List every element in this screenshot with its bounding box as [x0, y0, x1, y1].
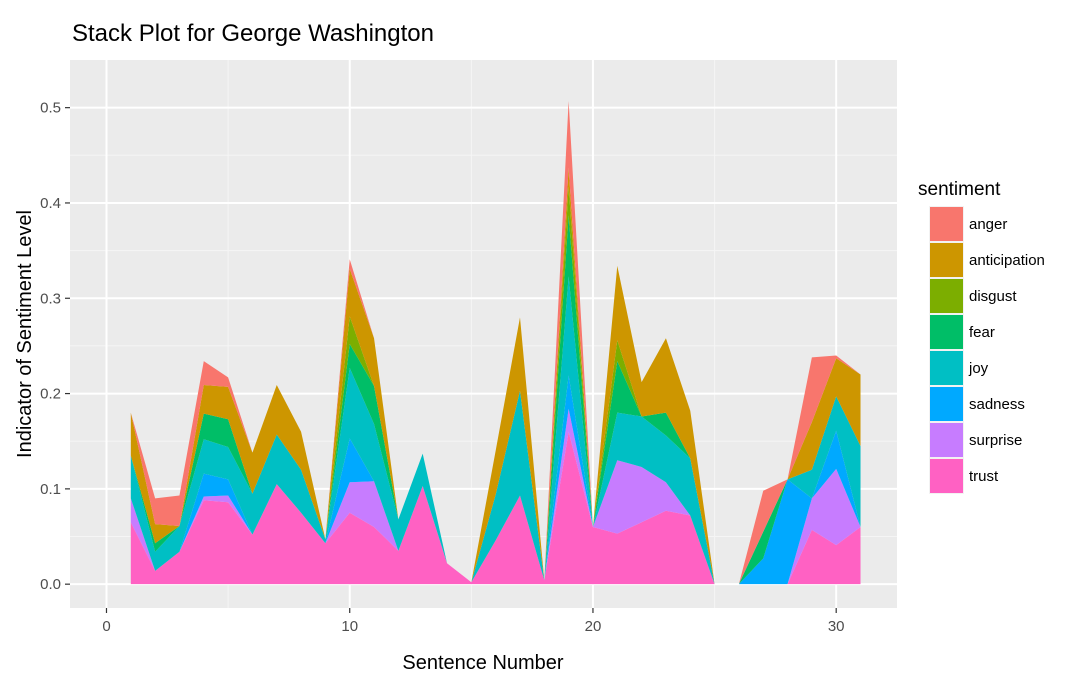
legend: sentiment anger anticipation disgust fear jo…	[918, 179, 1045, 494]
y-axis-title: Indicator of Sentiment Level	[14, 210, 36, 458]
x-tick-label: 0	[102, 618, 110, 635]
legend-label-disgust: disgust	[969, 288, 1017, 305]
y-tick-label: 0.0	[40, 576, 61, 593]
legend-swatch-sadness	[930, 387, 963, 421]
legend-label-anger: anger	[969, 216, 1007, 233]
chart-title: Stack Plot for George Washington	[72, 20, 434, 47]
legend-swatch-surprise	[930, 423, 963, 457]
x-tick-label: 10	[341, 618, 358, 635]
legend-swatch-trust	[930, 459, 963, 493]
legend-label-anticipation: anticipation	[969, 252, 1045, 269]
area-joy	[130, 276, 861, 585]
x-axis-title: Sentence Number	[402, 652, 564, 674]
legend-swatch-anger	[930, 207, 963, 241]
legend-label-trust: trust	[969, 468, 999, 485]
y-tick-label: 0.3	[40, 290, 61, 307]
legend-label-joy: joy	[968, 360, 989, 377]
x-tick-label: 20	[585, 618, 602, 635]
x-tick-label: 30	[828, 618, 845, 635]
y-tick-label: 0.4	[40, 195, 61, 212]
legend-swatch-joy	[930, 351, 963, 385]
stacked-areas	[130, 100, 861, 585]
legend-swatch-fear	[930, 315, 963, 349]
y-axis-ticks: 0.0 0.1 0.2 0.3 0.4 0.5	[40, 100, 70, 593]
y-tick-label: 0.2	[40, 386, 61, 403]
legend-label-fear: fear	[969, 324, 995, 341]
y-tick-label: 0.1	[40, 481, 61, 498]
legend-swatch-disgust	[930, 279, 963, 313]
legend-swatch-anticipation	[930, 243, 963, 277]
area-trust	[130, 431, 861, 585]
legend-label-surprise: surprise	[969, 432, 1022, 449]
x-axis-ticks: 0 10 20 30	[102, 608, 845, 635]
area-sadness	[130, 375, 861, 585]
y-tick-label: 0.5	[40, 100, 61, 117]
legend-label-sadness: sadness	[969, 396, 1025, 413]
legend-title: sentiment	[918, 179, 1001, 200]
